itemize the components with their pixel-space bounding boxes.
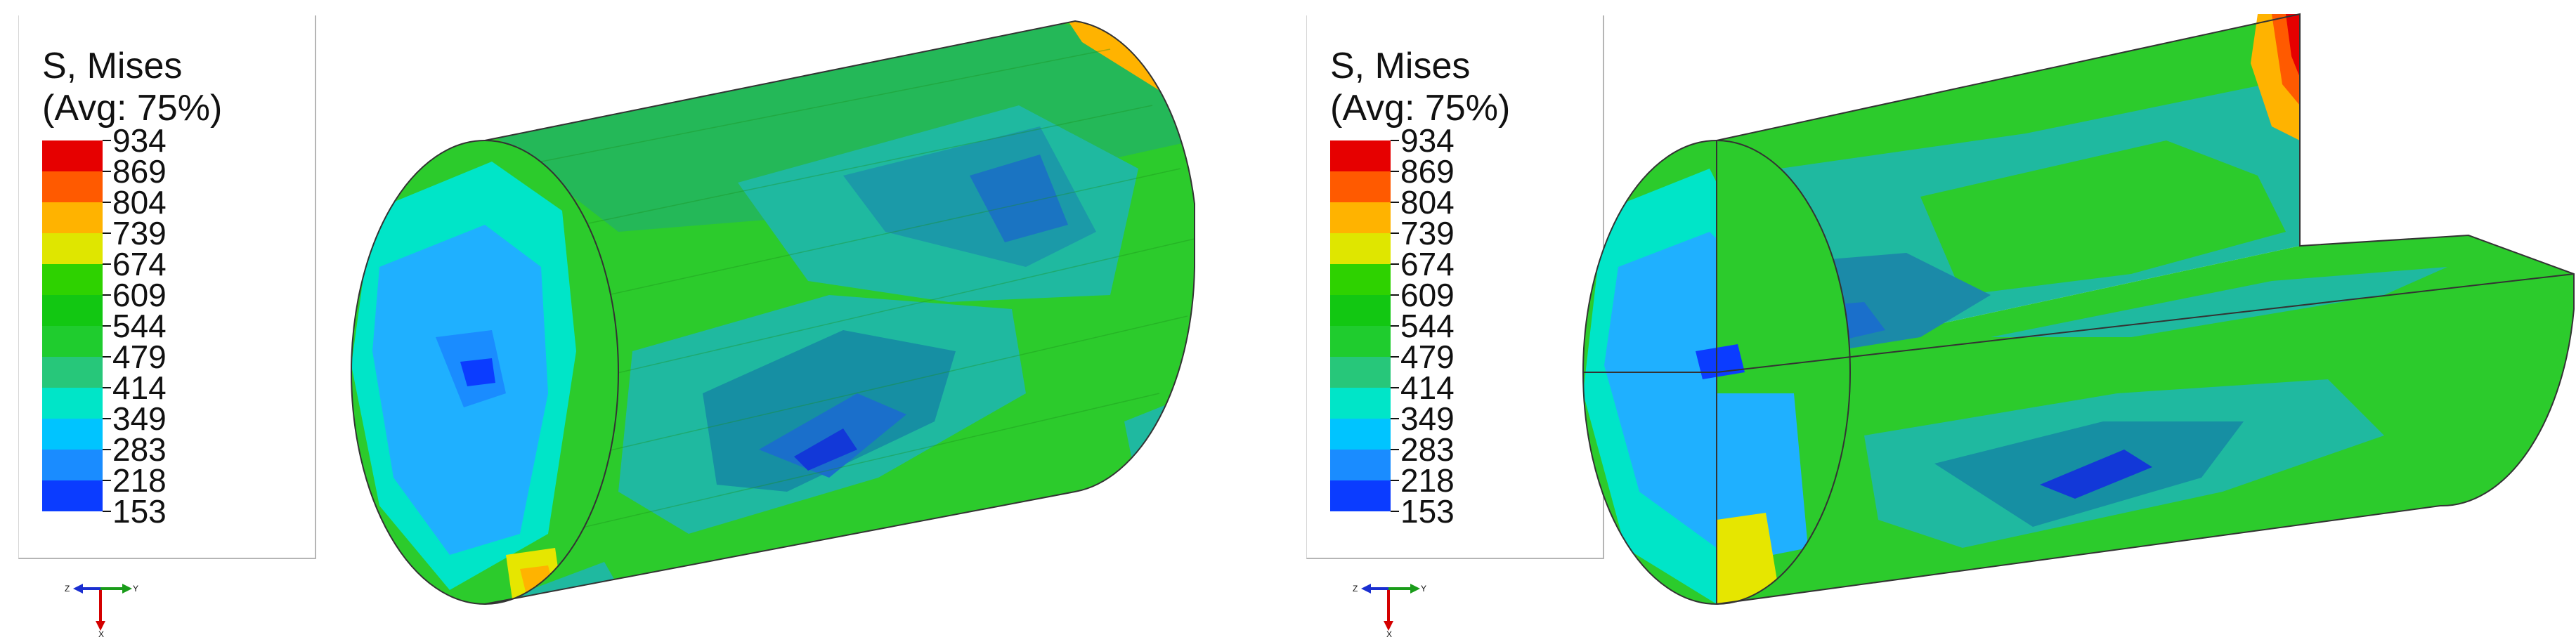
legend-level-label: 804 — [1400, 184, 1455, 221]
legend-level-label: 349 — [1400, 400, 1455, 437]
legend-level-label: 218 — [112, 462, 167, 499]
legend-level-label: 153 — [1400, 493, 1455, 530]
legend-tick-mark — [103, 356, 111, 358]
legend-swatch — [1330, 171, 1391, 202]
cylinder-end-cap — [351, 140, 618, 604]
legend-level-label: 349 — [112, 400, 167, 437]
legend-tick-mark — [103, 511, 111, 512]
legend-tick-mark — [103, 294, 111, 296]
legend-tick-mark — [103, 418, 111, 419]
legend-swatch — [1330, 419, 1391, 450]
legend-level-label: 609 — [1400, 277, 1455, 313]
cut-cylinder-contour-plot — [1582, 13, 2575, 605]
axis-triad: Z Y X — [65, 584, 138, 638]
legend-level-label: 674 — [1400, 246, 1455, 282]
triad-y-label: Y — [133, 584, 138, 594]
legend-swatch — [1330, 357, 1391, 388]
legend-tick-mark — [103, 171, 111, 172]
legend-tick-mark — [103, 387, 111, 388]
horizontal-cut-face — [1717, 235, 2574, 372]
legend-tick-mark — [103, 140, 111, 141]
legend-level-label: 544 — [112, 308, 167, 344]
legend-swatch — [42, 450, 103, 480]
legend-tick-mark — [103, 202, 111, 203]
legend-tick-mark — [1391, 511, 1399, 512]
legend-tick-mark — [1391, 202, 1399, 203]
legend-swatch — [42, 171, 103, 202]
legend-title-line2: (Avg: 75%) — [1330, 88, 1511, 129]
legend-swatch — [42, 202, 103, 233]
cylinder-contour-plot — [351, 20, 1195, 605]
body-outline — [1716, 13, 2575, 605]
legend-swatch — [42, 357, 103, 388]
triad-z-label: Z — [65, 584, 70, 594]
legend-title-line2: (Avg: 75%) — [42, 88, 223, 129]
legend-tick-mark — [1391, 387, 1399, 388]
legend-swatch — [42, 295, 103, 326]
legend-level-label: 869 — [1400, 153, 1455, 190]
legend-level-label: 934 — [112, 122, 167, 159]
triad-y-label: Y — [1421, 584, 1426, 594]
legend-level-label: 414 — [112, 369, 167, 406]
legend-tick-mark — [1391, 294, 1399, 296]
legend-tick-mark — [1391, 480, 1399, 481]
legend-level-label: 804 — [112, 184, 167, 221]
legend-tick-mark — [103, 449, 111, 450]
legend-swatch — [1330, 140, 1391, 171]
legend-level-label: 609 — [112, 277, 167, 313]
legend-tick-mark — [1391, 325, 1399, 327]
legend-tick-mark — [103, 263, 111, 265]
legend-level-label: 739 — [1400, 215, 1455, 251]
legend-swatch — [42, 140, 103, 171]
legend-level-label: 283 — [1400, 431, 1455, 468]
legend-level-label: 869 — [112, 153, 167, 190]
legend-swatch — [42, 233, 103, 264]
legend-tick-mark — [1391, 140, 1399, 141]
legend-tick-mark — [1391, 232, 1399, 234]
legend-tick-mark — [1391, 356, 1399, 358]
legend-tick-mark — [103, 480, 111, 481]
legend-level-label: 739 — [112, 215, 167, 251]
legend-tick-mark — [1391, 418, 1399, 419]
legend-swatch — [1330, 202, 1391, 233]
legend-tick-mark — [1391, 171, 1399, 172]
triad-z-label: Z — [1353, 584, 1358, 594]
legend-level-label: 283 — [112, 431, 167, 468]
legend-tick-mark — [1391, 449, 1399, 450]
legend-title: S, Mises (Avg: 75%) — [42, 45, 222, 129]
legend-title: S, Mises (Avg: 75%) — [1330, 45, 1510, 129]
legend-level-label: 479 — [112, 339, 167, 375]
legend-swatch — [1330, 264, 1391, 295]
legend-title-line1: S, Mises — [42, 46, 183, 86]
legend-swatch — [42, 388, 103, 419]
legend-swatch — [1330, 233, 1391, 264]
legend-title-line1: S, Mises — [1330, 46, 1471, 86]
legend-swatch — [1330, 480, 1391, 511]
legend-level-label: 544 — [1400, 308, 1455, 344]
legend-level-label: 674 — [112, 246, 167, 282]
legend-swatch — [1330, 295, 1391, 326]
legend-swatch — [42, 480, 103, 511]
legend-swatch — [1330, 450, 1391, 480]
legend-level-label: 218 — [1400, 462, 1455, 499]
legend-level-label: 414 — [1400, 369, 1455, 406]
right-panel-cut-cylinder: S, Mises (Avg: 75%) 934 869 804 739 674 609 54… — [1288, 0, 2576, 642]
legend-tick-mark — [103, 325, 111, 327]
legend-level-label: 934 — [1400, 122, 1455, 159]
left-panel-full-cylinder: S, Mises (Avg: 75%) 934 869 804 739 674 609 54… — [18, 15, 1195, 638]
legend-swatch — [42, 419, 103, 450]
axis-triad: Z Y X — [1353, 584, 1426, 638]
body-outline — [484, 20, 1195, 605]
legend-swatch — [42, 326, 103, 357]
triad-x-label: X — [1386, 629, 1392, 638]
legend-level-label: 479 — [1400, 339, 1455, 375]
legend-tick-mark — [103, 232, 111, 234]
body-facet-lines — [505, 48, 1195, 535]
legend-tick-mark — [1391, 263, 1399, 265]
legend-swatch — [42, 264, 103, 295]
triad-x-label: X — [98, 629, 104, 638]
legend-swatch — [1330, 326, 1391, 357]
legend-level-label: 153 — [112, 493, 167, 530]
legend-swatch — [1330, 388, 1391, 419]
